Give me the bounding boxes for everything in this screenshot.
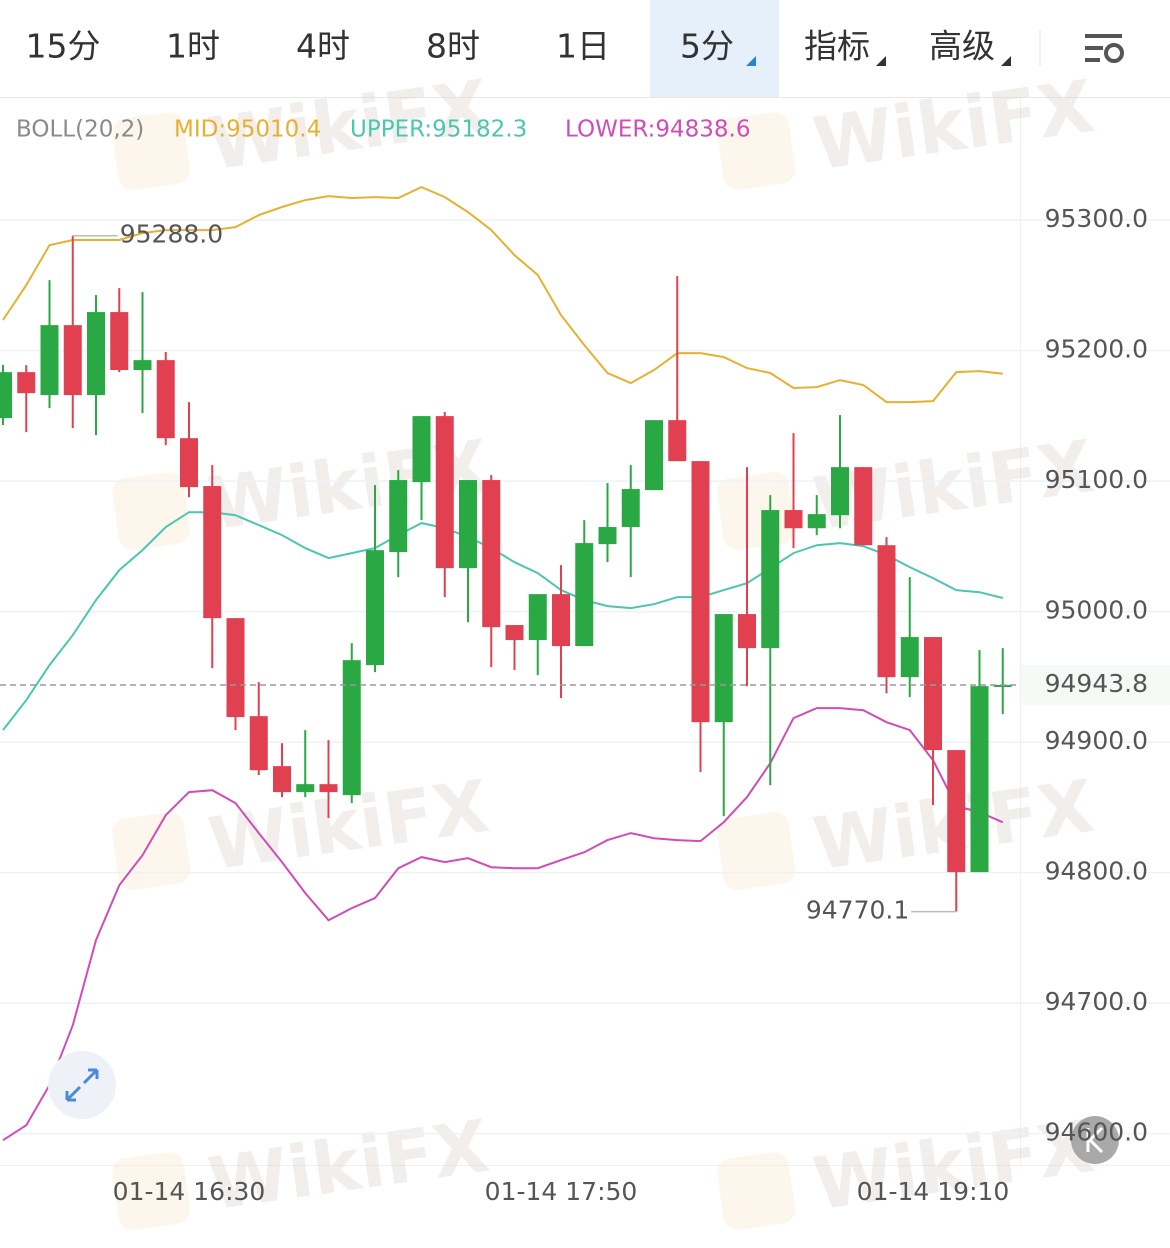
candle-body: [296, 784, 315, 793]
candle-body: [528, 594, 547, 641]
candle-body: [854, 467, 873, 546]
candle-body: [877, 545, 896, 678]
candle-body: [203, 486, 222, 619]
icon-gear: [1104, 43, 1124, 63]
annotation-label: 94770.1: [806, 896, 909, 925]
candle-body: [621, 489, 640, 528]
candle-body: [319, 784, 338, 793]
candle-body: [575, 543, 594, 647]
candle-body: [273, 766, 291, 793]
candle-body: [156, 360, 175, 439]
x-tick-label: 01-14 17:50: [485, 1177, 638, 1206]
tab[interactable]: 指标: [804, 27, 870, 66]
dropdown-caret: [1001, 56, 1011, 66]
candle-body: [133, 360, 152, 371]
candle-body: [249, 716, 268, 771]
settings-icon[interactable]: [1085, 34, 1124, 63]
watermark: WikiFX: [808, 64, 1098, 186]
last-price-box: [1021, 664, 1170, 705]
y-tick-label: 94700.0: [1045, 987, 1148, 1016]
watermark-logo: [717, 812, 795, 890]
candle-body: [180, 438, 198, 488]
candle-body: [784, 510, 803, 529]
y-tick-label: 94600.0: [1045, 1118, 1148, 1147]
candle-body: [924, 637, 942, 751]
indicator-value: UPPER:95182.3: [350, 117, 527, 143]
watermark-logo: [112, 112, 190, 190]
candle-body: [552, 594, 570, 647]
y-tick-label: 94800.0: [1045, 857, 1148, 886]
candle-body: [110, 312, 129, 371]
x-tick-label: 01-14 19:10: [857, 1177, 1010, 1206]
candle-body: [691, 461, 710, 723]
candle-body: [342, 660, 361, 796]
band-line: [2, 511, 1004, 731]
candle-body: [761, 510, 780, 649]
last-price-label: 94943.8: [1045, 669, 1148, 698]
candle-body: [87, 312, 105, 396]
candle-body: [412, 416, 431, 483]
y-tick-label: 95100.0: [1045, 465, 1148, 494]
tab[interactable]: 高级: [929, 27, 995, 66]
y-tick-label: 94900.0: [1045, 726, 1148, 755]
dropdown-caret: [746, 56, 756, 66]
candle-body: [482, 480, 501, 628]
watermark: WikiFX: [203, 1104, 493, 1226]
tab[interactable]: 15分: [26, 27, 101, 66]
indicator-name: BOLL(20,2): [16, 117, 144, 143]
watermark-logo: [112, 1152, 190, 1230]
watermark-logo: [112, 472, 190, 550]
annotation-label: 95288.0: [120, 220, 223, 249]
band-line: [2, 186, 1003, 404]
candles: [0, 235, 1012, 912]
bands: [2, 186, 1004, 1142]
candle-body: [714, 614, 733, 723]
grid: [0, 219, 1170, 1135]
candle-body: [668, 420, 687, 462]
candle-body: [993, 684, 1012, 687]
candle-body: [807, 514, 826, 529]
candle-body: [17, 372, 36, 394]
expand-button[interactable]: [48, 1051, 116, 1119]
watermark-logo: [717, 112, 795, 190]
candle-body: [389, 480, 408, 553]
k-icon: [1086, 1126, 1104, 1154]
candle-body: [645, 420, 663, 491]
overlay: 95288.0 94770.1 94943.8: [0, 220, 1170, 925]
x-tick-label: 01-14 16:30: [113, 1177, 266, 1206]
candle-body: [40, 325, 59, 396]
tab[interactable]: 1日: [556, 27, 610, 66]
candle-body: [505, 625, 524, 641]
y-tick-label: 95300.0: [1045, 204, 1148, 233]
tab[interactable]: 5分: [680, 27, 734, 66]
tab[interactable]: 4时: [296, 27, 350, 66]
candle-body: [63, 325, 82, 396]
candle-body: [366, 550, 384, 666]
watermark-logo: [717, 1152, 795, 1230]
expand-icon: [65, 1068, 99, 1102]
tab[interactable]: 1时: [166, 27, 220, 66]
k-button[interactable]: [1071, 1116, 1119, 1164]
tab[interactable]: 8时: [426, 27, 480, 66]
candle-body: [900, 637, 919, 678]
band-line: [2, 707, 1004, 1142]
candle-body: [459, 480, 477, 569]
candle-body: [226, 618, 245, 718]
dropdown-caret: [876, 56, 886, 66]
candle-body: [435, 416, 454, 569]
active-tab-bg: [650, 0, 779, 97]
candle-body: [831, 467, 849, 516]
y-tick-label: 95200.0: [1045, 335, 1148, 364]
candle-body: [738, 614, 756, 649]
indicator-value: LOWER:94838.6: [565, 117, 751, 143]
y-tick-label: 95000.0: [1045, 596, 1148, 625]
candle-body: [970, 686, 989, 873]
candle-body: [598, 527, 617, 545]
candle-body: [0, 372, 12, 419]
indicator-value: MID:95010.4: [174, 117, 321, 143]
candle-body: [947, 750, 966, 873]
